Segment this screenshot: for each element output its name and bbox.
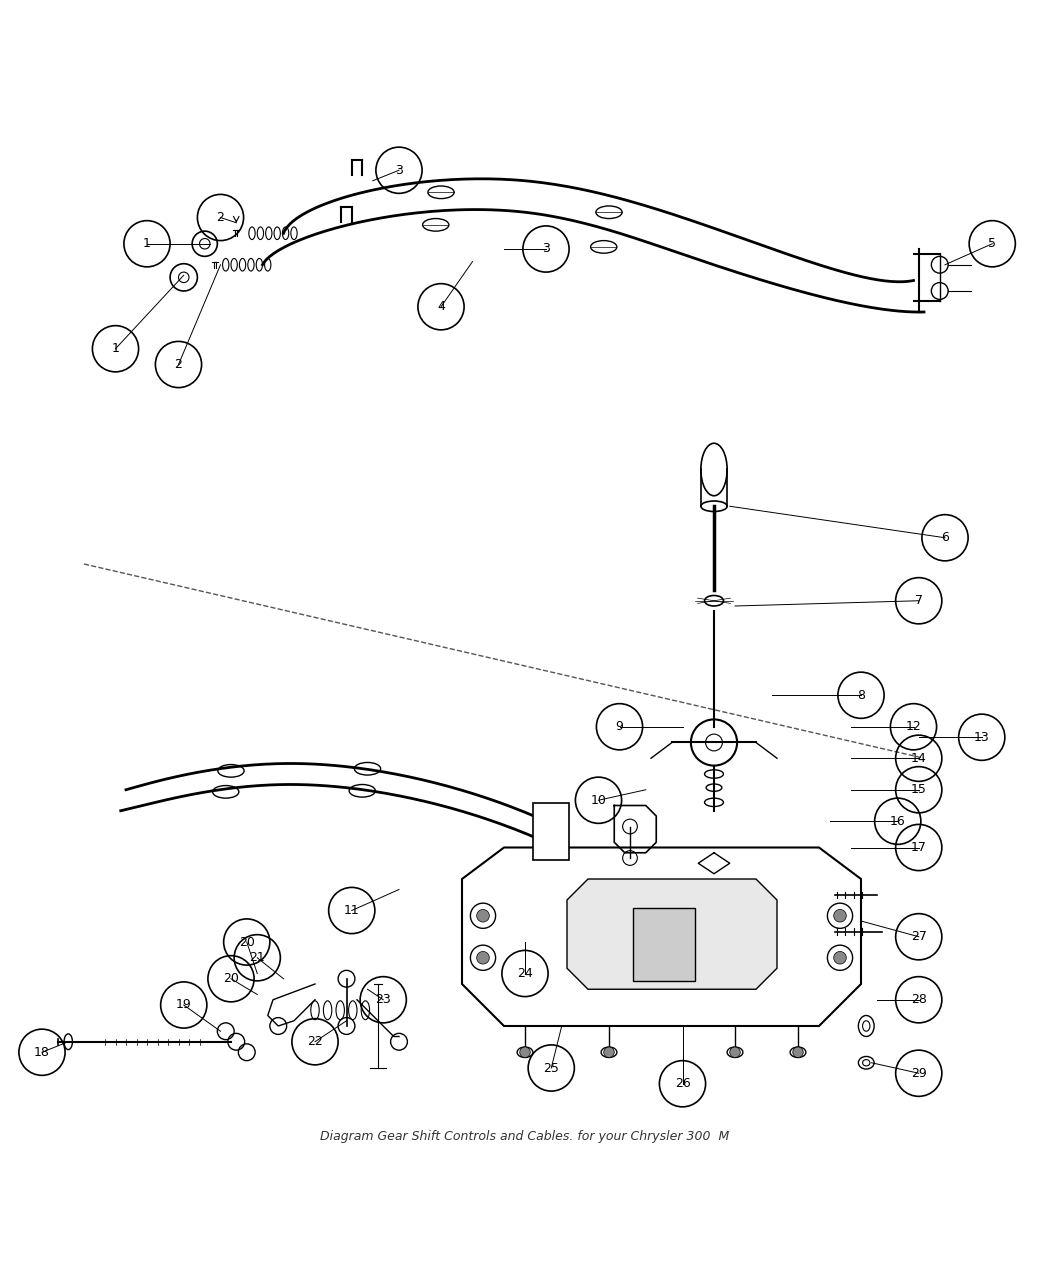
Text: 13: 13: [974, 731, 989, 743]
Text: 10: 10: [590, 794, 607, 807]
Circle shape: [706, 734, 722, 751]
Text: 15: 15: [910, 783, 927, 797]
Circle shape: [834, 951, 846, 964]
Text: 28: 28: [910, 993, 927, 1006]
Text: 12: 12: [905, 720, 922, 733]
Text: 1: 1: [111, 342, 120, 356]
Polygon shape: [462, 848, 861, 1026]
Text: 2: 2: [216, 210, 225, 224]
Text: 29: 29: [911, 1067, 926, 1080]
Text: 19: 19: [176, 998, 191, 1011]
Circle shape: [793, 1047, 803, 1057]
Circle shape: [834, 909, 846, 922]
FancyBboxPatch shape: [633, 908, 695, 980]
Text: 22: 22: [307, 1035, 323, 1048]
Text: 3: 3: [542, 242, 550, 255]
Text: 3: 3: [395, 163, 403, 177]
Text: 23: 23: [376, 993, 391, 1006]
Text: 16: 16: [890, 815, 905, 827]
Text: 21: 21: [250, 951, 265, 964]
Polygon shape: [567, 878, 777, 989]
Text: 4: 4: [437, 300, 445, 314]
Text: Diagram Gear Shift Controls and Cables. for your Chrysler 300  M: Diagram Gear Shift Controls and Cables. …: [320, 1130, 730, 1142]
Circle shape: [477, 909, 489, 922]
Text: 14: 14: [911, 752, 926, 765]
Text: 25: 25: [543, 1062, 560, 1075]
Text: 6: 6: [941, 532, 949, 544]
Circle shape: [730, 1047, 740, 1057]
Text: 20: 20: [238, 936, 255, 949]
Circle shape: [477, 951, 489, 964]
Text: 27: 27: [910, 931, 927, 944]
Circle shape: [604, 1047, 614, 1057]
Text: 2: 2: [174, 358, 183, 371]
Text: 24: 24: [517, 966, 532, 980]
Text: 20: 20: [223, 973, 239, 986]
Text: 8: 8: [857, 688, 865, 701]
Text: 9: 9: [615, 720, 624, 733]
Circle shape: [520, 1047, 530, 1057]
Text: 5: 5: [988, 237, 996, 250]
Text: 1: 1: [143, 237, 151, 250]
Text: 26: 26: [674, 1077, 691, 1090]
Text: 18: 18: [34, 1046, 50, 1058]
Text: 11: 11: [344, 904, 359, 917]
FancyBboxPatch shape: [533, 803, 569, 861]
Text: 7: 7: [915, 594, 923, 607]
Text: 17: 17: [910, 842, 927, 854]
